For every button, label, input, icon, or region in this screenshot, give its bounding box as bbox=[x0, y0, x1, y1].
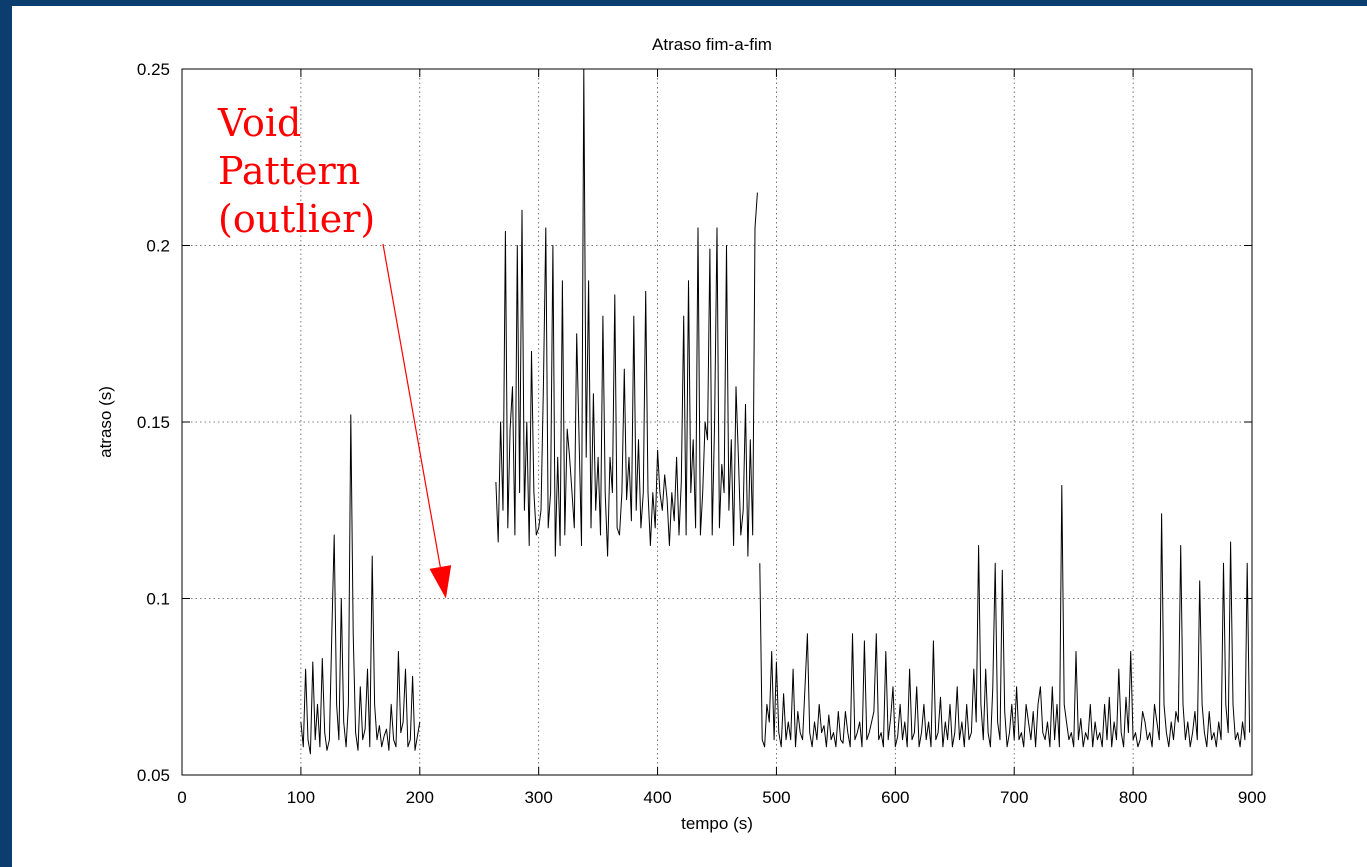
slide-frame-top bbox=[0, 0, 1367, 6]
x-axis-title: tempo (s) bbox=[681, 814, 753, 833]
annotation-line-3: (outlier) bbox=[218, 197, 375, 241]
y-tick-labels: 0.05 0.1 0.15 0.2 0.25 bbox=[137, 60, 170, 785]
y-tick-label: 0.15 bbox=[137, 413, 170, 432]
x-tick-label: 500 bbox=[762, 788, 790, 807]
annotation-arrow-line bbox=[382, 243, 441, 568]
annotation-line-1: Void bbox=[217, 101, 301, 145]
series-line-segment bbox=[300, 414, 421, 755]
annotation-arrow-head bbox=[429, 565, 452, 599]
series-line-segment bbox=[759, 485, 1251, 748]
data-series bbox=[300, 68, 1251, 755]
outlier-annotation: Void Pattern (outlier) bbox=[217, 101, 452, 599]
x-tick-label: 600 bbox=[881, 788, 909, 807]
x-tick-label: 700 bbox=[1000, 788, 1028, 807]
slide-frame-left bbox=[0, 0, 12, 867]
x-tick-label: 100 bbox=[287, 788, 315, 807]
y-axis-title: atraso (s) bbox=[96, 386, 115, 458]
tick-marks bbox=[181, 68, 1253, 776]
chart-title: Atraso fim-a-fim bbox=[652, 35, 772, 54]
series-line-segment bbox=[495, 68, 758, 557]
grid-lines bbox=[182, 69, 1252, 775]
x-tick-label: 800 bbox=[1119, 788, 1147, 807]
x-tick-labels: 0 100 200 300 400 500 600 700 800 900 bbox=[177, 788, 1266, 807]
y-tick-label: 0.25 bbox=[137, 60, 170, 79]
x-tick-label: 0 bbox=[177, 788, 186, 807]
y-tick-label: 0.2 bbox=[146, 237, 170, 256]
y-tick-label: 0.05 bbox=[137, 766, 170, 785]
y-tick-label: 0.1 bbox=[146, 590, 170, 609]
x-tick-label: 200 bbox=[406, 788, 434, 807]
annotation-line-2: Pattern bbox=[218, 149, 360, 193]
x-tick-label: 900 bbox=[1238, 788, 1266, 807]
x-tick-label: 400 bbox=[643, 788, 671, 807]
x-tick-label: 300 bbox=[524, 788, 552, 807]
